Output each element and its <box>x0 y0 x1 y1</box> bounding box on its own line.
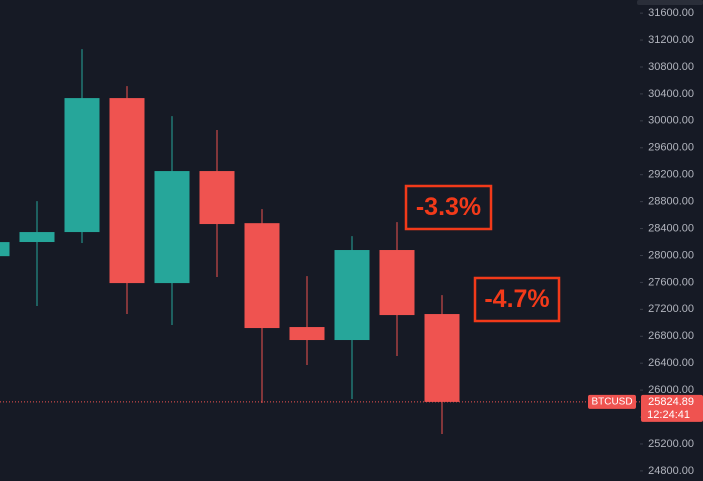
candle-body <box>0 242 10 257</box>
y-tick-label: 29600.00 <box>648 142 694 154</box>
y-tick-label: 28800.00 <box>648 196 694 208</box>
y-tick-label: 30000.00 <box>648 115 694 127</box>
candle-body <box>424 314 460 402</box>
annotation-box <box>404 184 493 231</box>
y-tick-label: 31600.00 <box>648 7 694 19</box>
y-tick-label: 30400.00 <box>648 88 694 100</box>
y-tick-label: 28000.00 <box>648 249 694 261</box>
candle-body <box>64 98 100 233</box>
y-tick-label: 26800.00 <box>648 330 694 342</box>
last-price-label: 25824.89 <box>648 396 694 408</box>
y-tick-label: 25200.00 <box>648 438 694 450</box>
price-tag <box>641 394 703 422</box>
symbol-label: BTCUSD <box>591 397 632 408</box>
candle-body <box>154 171 190 284</box>
y-tick-label: 28400.00 <box>648 222 694 234</box>
annotation-box <box>473 276 561 323</box>
candle-body <box>109 98 145 284</box>
axis-top-tab <box>637 0 703 5</box>
y-tick-label: 27600.00 <box>648 276 694 288</box>
candle-body <box>199 171 235 225</box>
y-tick-label: 29200.00 <box>648 169 694 181</box>
y-tick-label: 24800.00 <box>648 465 694 477</box>
y-tick-label: 26400.00 <box>648 357 694 369</box>
y-tick-label: 30800.00 <box>648 61 694 73</box>
annotation: -4.7% <box>484 285 549 313</box>
y-tick-label: 27200.00 <box>648 303 694 315</box>
y-tick-label: 26000.00 <box>648 384 694 396</box>
candle-body <box>334 250 370 341</box>
countdown-label: 12:24:41 <box>647 409 690 421</box>
symbol-tag <box>588 394 636 409</box>
candle-body <box>244 223 280 329</box>
annotation: -3.3% <box>416 193 481 221</box>
candle-body <box>19 232 55 243</box>
candle-body <box>289 327 325 341</box>
candle-body <box>379 250 415 316</box>
y-tick-label: 31200.00 <box>648 34 694 46</box>
